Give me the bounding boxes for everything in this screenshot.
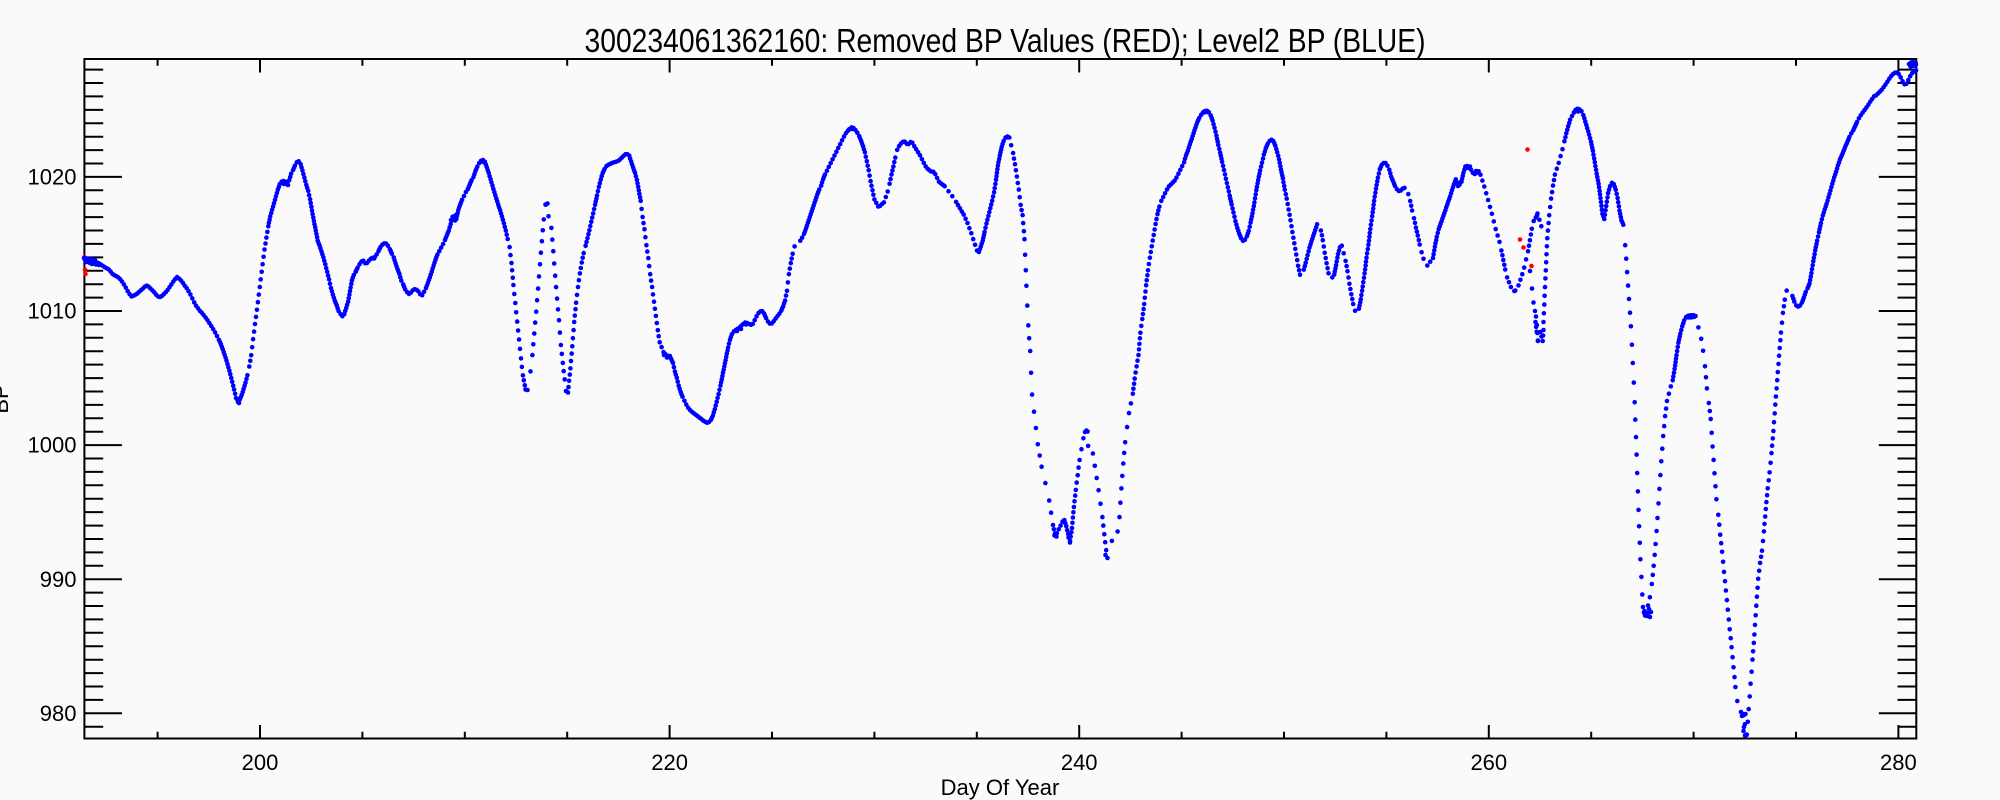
svg-text:300234061362160: Removed BP Va: 300234061362160: Removed BP Values (RED)… (585, 22, 1426, 59)
svg-text:BP: BP (0, 384, 13, 413)
svg-text:240: 240 (1061, 750, 1098, 775)
svg-text:990: 990 (40, 567, 77, 592)
svg-text:Day Of Year: Day Of Year (941, 775, 1060, 800)
svg-text:1000: 1000 (28, 433, 77, 458)
svg-text:980: 980 (40, 701, 77, 726)
svg-text:220: 220 (651, 750, 688, 775)
svg-text:280: 280 (1880, 750, 1917, 775)
svg-text:1020: 1020 (28, 165, 77, 190)
svg-text:200: 200 (242, 750, 279, 775)
svg-text:260: 260 (1470, 750, 1507, 775)
svg-text:1010: 1010 (28, 299, 77, 324)
